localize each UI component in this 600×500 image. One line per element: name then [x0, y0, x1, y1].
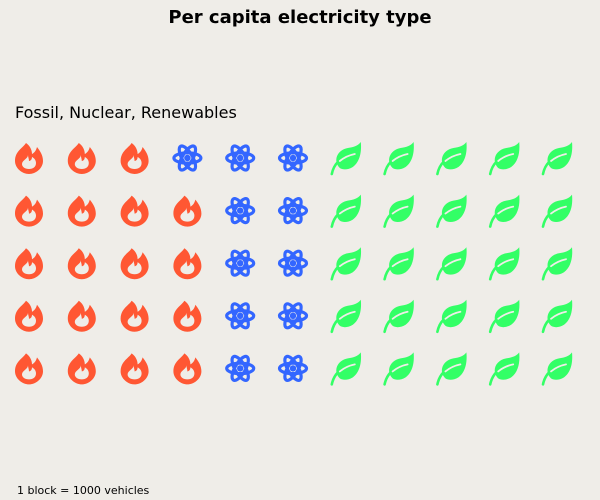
waffle-block-renewables [541, 352, 573, 386]
waffle-block-fossil [67, 248, 96, 280]
waffle-block-renewables [488, 352, 520, 386]
waffle-block-renewables [488, 194, 520, 228]
waffle-block-nuclear [277, 302, 309, 330]
waffle-block-fossil [67, 143, 96, 174]
waffle-block-fossil [15, 248, 43, 280]
waffle-block-renewables [436, 352, 467, 386]
waffle-block-renewables [383, 352, 414, 386]
waffle-block-renewables [330, 194, 362, 228]
waffle-block-renewables [383, 142, 414, 176]
waffle-block-renewables [488, 142, 520, 176]
waffle-block-renewables [541, 142, 573, 176]
waffle-block-fossil [120, 248, 149, 280]
waffle-block-nuclear [277, 144, 309, 172]
waffle-block-fossil [120, 300, 149, 332]
waffle-block-nuclear [225, 302, 256, 330]
chart-note: 1 block = 1000 vehicles [17, 484, 150, 497]
waffle-block-nuclear [277, 249, 309, 277]
waffle-block-renewables [436, 299, 467, 334]
waffle-block-nuclear [172, 144, 203, 172]
chart-subtitle: Fossil, Nuclear, Renewables [15, 103, 237, 122]
waffle-block-fossil [67, 353, 96, 385]
waffle-block-nuclear [225, 144, 256, 172]
waffle-block-fossil [67, 195, 96, 227]
waffle-block-renewables [383, 247, 414, 281]
waffle-block-nuclear [225, 354, 256, 382]
waffle-block-renewables [436, 247, 467, 281]
waffle-block-nuclear [277, 197, 309, 225]
waffle-block-fossil [173, 248, 202, 280]
waffle-block-fossil [120, 353, 149, 385]
waffle-block-fossil [15, 300, 43, 332]
waffle-block-fossil [67, 300, 96, 332]
waffle-block-fossil [120, 195, 149, 227]
waffle-block-renewables [541, 247, 573, 281]
waffle-block-fossil [15, 353, 43, 385]
waffle-block-fossil [173, 300, 202, 332]
chart-title: Per capita electricity type [168, 7, 432, 28]
waffle-block-nuclear [277, 354, 309, 382]
waffle-block-fossil [173, 353, 202, 385]
waffle-block-renewables [330, 352, 362, 386]
waffle-block-renewables [383, 299, 414, 334]
waffle-block-renewables [436, 194, 467, 228]
waffle-block-renewables [436, 142, 467, 176]
waffle-block-renewables [541, 194, 573, 228]
waffle-block-renewables [330, 299, 362, 334]
waffle-block-fossil [120, 143, 149, 174]
waffle-block-nuclear [225, 197, 256, 225]
waffle-block-fossil [173, 195, 202, 227]
waffle-block-renewables [383, 194, 414, 228]
waffle-block-renewables [488, 299, 520, 334]
waffle-block-fossil [15, 143, 43, 174]
waffle-block-renewables [541, 299, 573, 334]
waffle-block-renewables [488, 247, 520, 281]
waffle-block-fossil [15, 195, 43, 227]
waffle-block-renewables [330, 142, 362, 176]
waffle-block-renewables [330, 247, 362, 281]
waffle-block-nuclear [225, 249, 256, 277]
